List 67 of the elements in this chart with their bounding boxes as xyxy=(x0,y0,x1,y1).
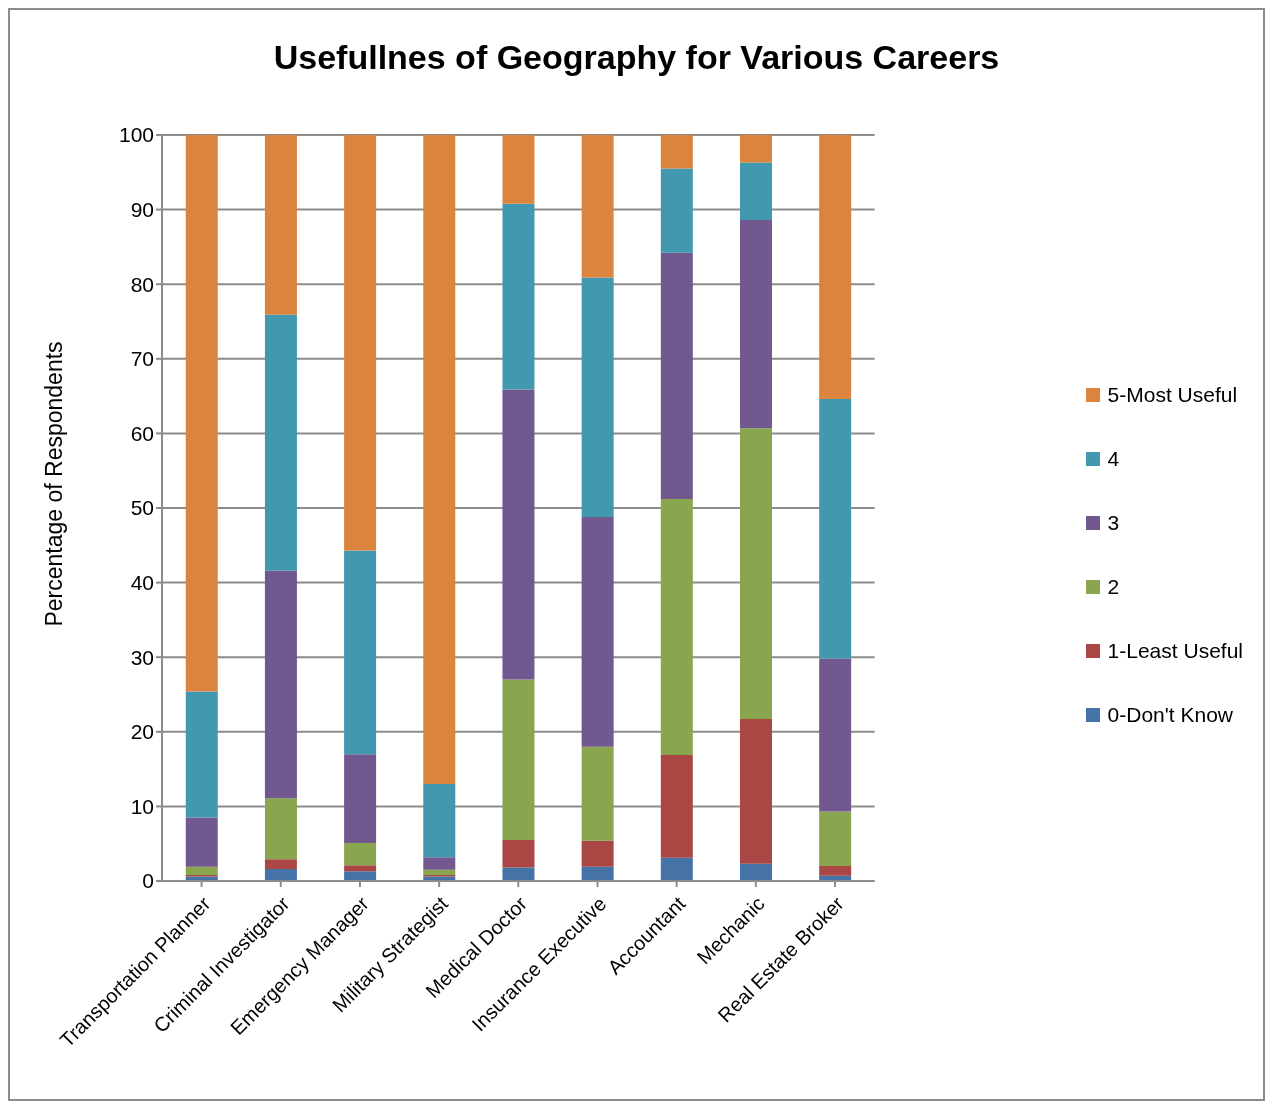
bar xyxy=(264,798,297,860)
bar xyxy=(660,754,693,858)
bar xyxy=(264,869,297,881)
bar xyxy=(502,839,535,868)
bar xyxy=(264,314,297,571)
bar xyxy=(581,746,614,841)
bar xyxy=(423,135,456,785)
bar xyxy=(739,863,772,881)
bar xyxy=(423,857,456,870)
bar xyxy=(264,570,297,799)
bar xyxy=(739,135,772,163)
legend-label: 4 xyxy=(1107,446,1120,471)
bar xyxy=(581,840,614,867)
bar xyxy=(502,679,535,840)
bar xyxy=(660,499,693,755)
y-tick-label: 70 xyxy=(130,347,154,371)
y-tick-label: 50 xyxy=(130,496,154,520)
legend-label: 1-Least Useful xyxy=(1107,638,1243,663)
bar xyxy=(660,252,693,500)
bar xyxy=(819,658,852,812)
bar xyxy=(581,135,614,278)
bar xyxy=(739,428,772,720)
bar xyxy=(344,865,377,872)
bar xyxy=(264,135,297,315)
bar xyxy=(739,719,772,864)
bar xyxy=(502,389,535,680)
bar xyxy=(185,817,218,867)
bar xyxy=(264,859,297,870)
y-tick-label: 0 xyxy=(142,869,154,893)
bar xyxy=(819,135,852,400)
bar xyxy=(660,857,693,881)
bar xyxy=(819,811,852,867)
bar xyxy=(185,135,218,692)
bar xyxy=(344,871,377,881)
bar xyxy=(185,866,218,876)
legend-label: 3 xyxy=(1107,510,1120,535)
bar xyxy=(581,866,614,881)
legend-label: 0-Don't Know xyxy=(1107,702,1233,727)
bar xyxy=(819,866,852,876)
bar xyxy=(660,168,693,253)
y-tick-label: 40 xyxy=(130,571,154,595)
y-tick-label: 30 xyxy=(130,645,154,669)
y-tick-label: 90 xyxy=(130,198,154,222)
bar xyxy=(344,754,377,843)
y-axis-title: Percentage of Respondents xyxy=(40,341,68,627)
bar xyxy=(660,135,693,169)
bar xyxy=(344,550,377,755)
bar xyxy=(502,203,535,390)
bar xyxy=(502,135,535,204)
legend-label: 2 xyxy=(1107,574,1120,599)
y-tick-label: 20 xyxy=(130,720,154,744)
bar xyxy=(739,220,772,429)
bar xyxy=(423,869,456,876)
bar xyxy=(185,691,218,818)
bar xyxy=(581,516,614,747)
y-tick-label: 100 xyxy=(118,123,154,147)
y-tick-label: 80 xyxy=(130,272,154,296)
bar xyxy=(344,842,377,866)
bar xyxy=(581,277,614,517)
bar xyxy=(819,399,852,659)
chart-title: Usefullnes of Geography for Various Careers xyxy=(272,38,1001,77)
y-tick-label: 10 xyxy=(130,794,154,818)
bar xyxy=(344,135,377,551)
legend-label: 5-Most Useful xyxy=(1107,382,1238,407)
y-tick-label: 60 xyxy=(130,421,154,445)
bar xyxy=(423,784,456,858)
bar xyxy=(739,162,772,221)
